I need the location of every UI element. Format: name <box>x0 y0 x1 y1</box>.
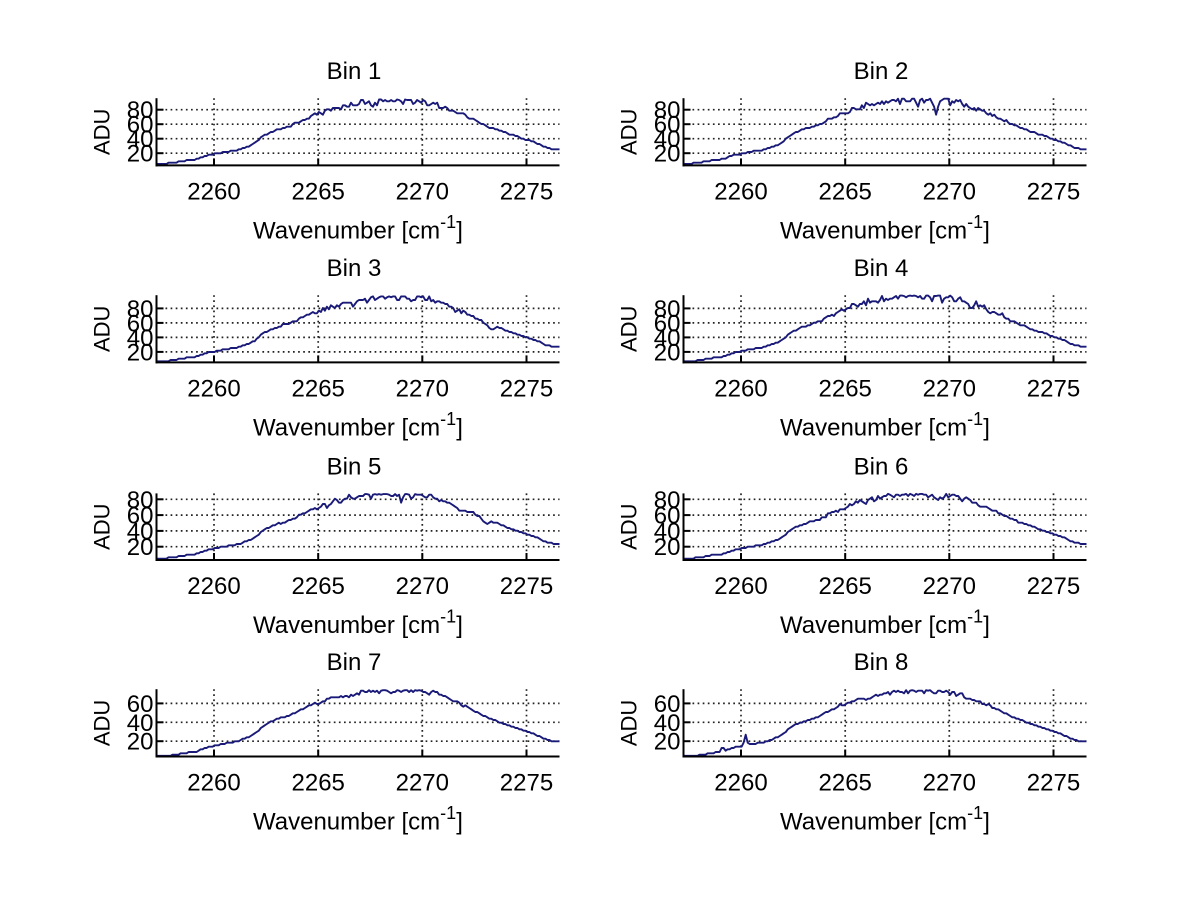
svg-text:Bin 5: Bin 5 <box>327 453 382 480</box>
svg-text:60: 60 <box>654 310 681 337</box>
svg-text:20: 20 <box>127 729 154 756</box>
svg-text:20: 20 <box>654 729 681 756</box>
svg-text:2265: 2265 <box>292 178 345 205</box>
svg-text:80: 80 <box>654 97 681 124</box>
svg-text:ADU: ADU <box>90 306 115 352</box>
svg-text:2260: 2260 <box>714 375 767 402</box>
svg-text:2275: 2275 <box>1027 770 1080 797</box>
svg-text:2265: 2265 <box>819 178 872 205</box>
svg-text:Wavenumber [cm-1]: Wavenumber [cm-1] <box>253 409 463 442</box>
svg-text:Wavenumber [cm-1]: Wavenumber [cm-1] <box>780 409 990 442</box>
svg-text:2260: 2260 <box>187 178 240 205</box>
svg-text:Bin 3: Bin 3 <box>327 255 382 282</box>
svg-text:2275: 2275 <box>1027 375 1080 402</box>
svg-text:2270: 2270 <box>396 178 449 205</box>
svg-text:2275: 2275 <box>1027 573 1080 600</box>
svg-text:Wavenumber [cm-1]: Wavenumber [cm-1] <box>780 212 990 245</box>
svg-text:40: 40 <box>654 518 681 545</box>
svg-text:2265: 2265 <box>292 375 345 402</box>
svg-text:ADU: ADU <box>90 503 115 549</box>
svg-text:Bin 2: Bin 2 <box>854 58 909 85</box>
svg-text:2260: 2260 <box>714 573 767 600</box>
svg-text:2275: 2275 <box>1027 178 1080 205</box>
svg-text:80: 80 <box>654 487 681 514</box>
svg-text:ADU: ADU <box>617 700 642 746</box>
svg-text:2275: 2275 <box>500 770 553 797</box>
svg-text:Bin 6: Bin 6 <box>854 453 909 480</box>
svg-text:Bin 4: Bin 4 <box>854 255 909 282</box>
svg-text:2270: 2270 <box>923 573 976 600</box>
svg-text:Bin 8: Bin 8 <box>854 649 909 676</box>
svg-text:2265: 2265 <box>292 770 345 797</box>
svg-text:ADU: ADU <box>617 109 642 155</box>
svg-text:40: 40 <box>127 710 154 737</box>
svg-text:2265: 2265 <box>819 770 872 797</box>
svg-text:2275: 2275 <box>500 573 553 600</box>
svg-text:Wavenumber [cm-1]: Wavenumber [cm-1] <box>253 803 463 836</box>
svg-text:20: 20 <box>654 141 681 168</box>
svg-text:Wavenumber [cm-1]: Wavenumber [cm-1] <box>253 212 463 245</box>
svg-text:2270: 2270 <box>923 375 976 402</box>
svg-text:20: 20 <box>654 339 681 366</box>
svg-text:60: 60 <box>127 112 154 139</box>
svg-text:Bin 7: Bin 7 <box>327 649 382 676</box>
svg-text:ADU: ADU <box>617 503 642 549</box>
svg-text:40: 40 <box>654 126 681 153</box>
svg-text:40: 40 <box>127 325 154 352</box>
svg-text:60: 60 <box>127 503 154 530</box>
svg-text:Wavenumber [cm-1]: Wavenumber [cm-1] <box>780 803 990 836</box>
svg-text:2260: 2260 <box>187 770 240 797</box>
svg-text:2270: 2270 <box>923 770 976 797</box>
svg-text:2275: 2275 <box>500 178 553 205</box>
svg-text:20: 20 <box>654 534 681 561</box>
svg-text:40: 40 <box>654 325 681 352</box>
svg-text:60: 60 <box>127 691 154 718</box>
svg-text:80: 80 <box>127 97 154 124</box>
svg-text:2265: 2265 <box>292 573 345 600</box>
svg-text:ADU: ADU <box>90 700 115 746</box>
svg-text:60: 60 <box>654 503 681 530</box>
svg-text:60: 60 <box>654 112 681 139</box>
svg-text:40: 40 <box>127 518 154 545</box>
svg-text:20: 20 <box>127 141 154 168</box>
svg-text:60: 60 <box>127 310 154 337</box>
svg-text:2270: 2270 <box>396 573 449 600</box>
svg-text:40: 40 <box>654 710 681 737</box>
svg-text:20: 20 <box>127 534 154 561</box>
svg-text:80: 80 <box>127 487 154 514</box>
svg-text:2260: 2260 <box>714 178 767 205</box>
svg-text:2275: 2275 <box>500 375 553 402</box>
svg-text:ADU: ADU <box>90 109 115 155</box>
svg-text:2265: 2265 <box>819 573 872 600</box>
svg-text:80: 80 <box>654 296 681 323</box>
svg-text:60: 60 <box>654 691 681 718</box>
svg-text:2260: 2260 <box>187 375 240 402</box>
svg-text:2270: 2270 <box>923 178 976 205</box>
svg-text:80: 80 <box>127 296 154 323</box>
svg-text:Wavenumber [cm-1]: Wavenumber [cm-1] <box>253 607 463 640</box>
svg-text:Bin 1: Bin 1 <box>327 58 382 85</box>
svg-text:20: 20 <box>127 339 154 366</box>
svg-text:2260: 2260 <box>714 770 767 797</box>
svg-text:2260: 2260 <box>187 573 240 600</box>
svg-text:2270: 2270 <box>396 770 449 797</box>
svg-text:Wavenumber [cm-1]: Wavenumber [cm-1] <box>780 607 990 640</box>
svg-text:ADU: ADU <box>617 306 642 352</box>
svg-text:2270: 2270 <box>396 375 449 402</box>
svg-text:40: 40 <box>127 126 154 153</box>
svg-text:2265: 2265 <box>819 375 872 402</box>
